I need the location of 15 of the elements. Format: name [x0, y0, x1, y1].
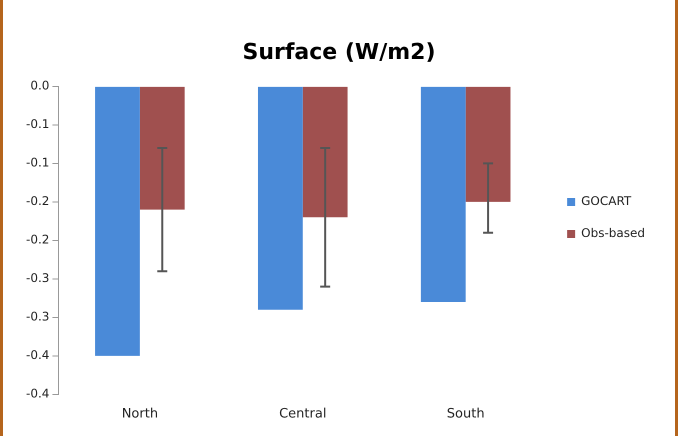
y-tick-label: -0.2	[26, 232, 50, 247]
y-tick-label: -0.3	[26, 271, 50, 286]
x-tick-label: Central	[279, 406, 326, 422]
chart-title: Surface (W/m2)	[242, 40, 436, 65]
x-tick-label: North	[122, 406, 158, 422]
y-tick-label: -0.3	[26, 310, 50, 324]
y-tick-label: 0.0	[30, 78, 50, 93]
legend-label: GOCART	[581, 194, 632, 208]
legend-label: Obs-based	[581, 226, 646, 240]
x-tick-label: South	[446, 406, 485, 422]
y-tick-label: -0.4	[26, 386, 50, 401]
y-tick-label: -0.1	[26, 156, 50, 170]
y-tick-label: -0.4	[26, 348, 50, 362]
y-tick-label: -0.2	[26, 194, 50, 208]
y-tick-label: -0.1	[26, 117, 50, 132]
